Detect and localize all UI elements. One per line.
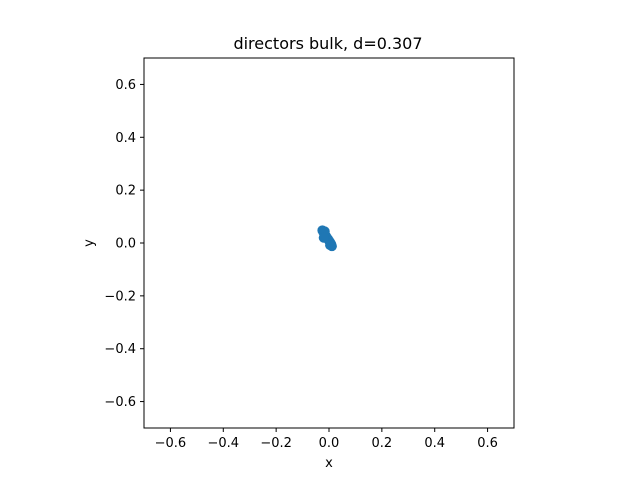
- chart-title: directors bulk, d=0.307: [233, 34, 422, 53]
- y-tick-label: −0.6: [104, 395, 136, 410]
- y-tick-label: 0.0: [115, 237, 136, 252]
- x-tick-label: 0.2: [372, 436, 393, 451]
- scatter-point: [325, 240, 336, 251]
- scatter-point: [318, 232, 329, 243]
- y-axis-label: y: [82, 239, 97, 247]
- x-tick-label: −0.6: [155, 436, 187, 451]
- x-axis-label: x: [325, 456, 333, 471]
- plot-area: −0.6 −0.4 −0.2 0.0 0.2 0.4 0.6 −0.6 −0.4 −0.2 0.0 0…: [104, 78, 497, 451]
- x-tick-label: −0.2: [260, 436, 292, 451]
- y-tick-label: 0.6: [115, 78, 136, 93]
- x-tick-label: 0.0: [319, 436, 340, 451]
- x-tick-label: −0.4: [207, 436, 239, 451]
- y-tick-label: −0.2: [104, 289, 136, 304]
- y-tick-label: −0.4: [104, 342, 136, 357]
- x-tick-label: 0.4: [424, 436, 445, 451]
- y-tick-label: 0.4: [115, 131, 136, 146]
- x-tick-label: 0.6: [477, 436, 498, 451]
- axes-frame: [143, 57, 515, 429]
- y-tick-label: 0.2: [115, 184, 136, 199]
